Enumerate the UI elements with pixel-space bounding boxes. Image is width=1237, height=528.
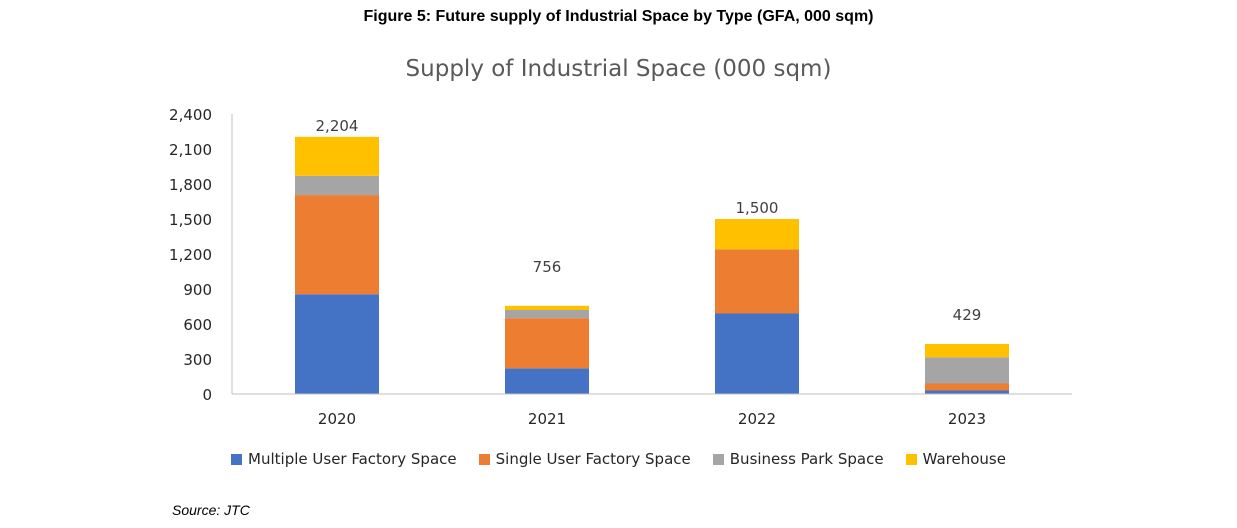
chart-title: Supply of Industrial Space (000 sqm): [405, 56, 832, 82]
x-tick-label: 2023: [948, 410, 986, 428]
source-note: Source: JTC: [172, 502, 250, 518]
total-data-label: 1,500: [736, 199, 779, 217]
bar-segment-warehouse: [715, 219, 799, 250]
x-tick-label: 2020: [318, 410, 356, 428]
bar-segment-business-park-space: [295, 175, 379, 196]
legend-label: Warehouse: [922, 450, 1006, 468]
y-tick-label: 300: [183, 351, 212, 369]
legend-item-multiple-user-factory-space: Multiple User Factory Space: [231, 450, 457, 468]
bar-segment-warehouse: [925, 343, 1009, 358]
total-data-label: 429: [953, 306, 982, 324]
legend-swatch: [478, 453, 490, 465]
legend-item-business-park-space: Business Park Space: [712, 450, 884, 468]
total-data-label: 2,204: [316, 117, 359, 135]
bar-segment-multiple-user-factory-space: [925, 390, 1009, 394]
x-tick-label: 2021: [528, 410, 566, 428]
bar-segment-single-user-factory-space: [925, 383, 1009, 391]
y-tick-label: 1,500: [169, 211, 212, 229]
x-tick-label: 2022: [738, 410, 776, 428]
y-tick-label: 600: [183, 316, 212, 334]
legend-item-single-user-factory-space: Single User Factory Space: [478, 450, 691, 468]
bar-segment-warehouse: [505, 305, 589, 310]
bar-segment-multiple-user-factory-space: [715, 313, 799, 394]
legend-swatch: [905, 453, 917, 465]
y-tick-label: 1,800: [169, 176, 212, 194]
figure-title: Figure 5: Future supply of Industrial Sp…: [363, 8, 874, 25]
bar-segment-business-park-space: [505, 310, 589, 319]
legend-swatch: [231, 453, 243, 465]
bar-segment-single-user-factory-space: [715, 249, 799, 314]
y-tick-label: 1,200: [169, 246, 212, 264]
bar-segment-multiple-user-factory-space: [295, 294, 379, 394]
legend-item-warehouse: Warehouse: [905, 450, 1006, 468]
bar-segment-warehouse: [295, 136, 379, 176]
y-tick-label: 2,400: [169, 106, 212, 124]
y-tick-label: 2,100: [169, 141, 212, 159]
y-tick-label: 900: [183, 281, 212, 299]
chart-legend: Multiple User Factory Space Single User …: [0, 450, 1237, 468]
legend-label: Single User Factory Space: [495, 450, 691, 468]
bar-segment-single-user-factory-space: [295, 195, 379, 295]
bar-segment-multiple-user-factory-space: [505, 368, 589, 394]
total-data-label: 756: [533, 258, 562, 276]
legend-swatch: [712, 453, 724, 465]
y-tick-label: 0: [202, 386, 212, 404]
legend-label: Multiple User Factory Space: [248, 450, 457, 468]
bar-segment-business-park-space: [925, 357, 1009, 384]
legend-label: Business Park Space: [729, 450, 884, 468]
bar-segment-single-user-factory-space: [505, 318, 589, 369]
